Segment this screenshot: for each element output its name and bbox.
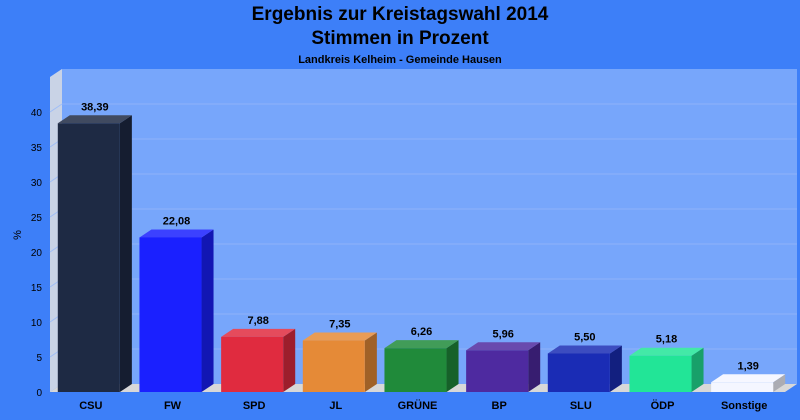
data-label: 7,35 xyxy=(329,319,350,331)
bar-front xyxy=(629,355,692,392)
x-tick-label: JL xyxy=(329,400,342,412)
bar-top xyxy=(384,340,459,349)
bar-SPD xyxy=(221,328,296,392)
y-tick-label: 15 xyxy=(31,283,43,294)
bar-top xyxy=(302,332,377,341)
bar-front xyxy=(221,336,284,392)
bar-Sonstige xyxy=(711,374,786,392)
bar-side xyxy=(528,342,541,392)
x-tick-label: Sonstige xyxy=(721,400,767,412)
bar-front xyxy=(466,350,529,392)
bar-SLU xyxy=(547,345,622,392)
bar-side xyxy=(119,115,132,393)
data-label: 22,08 xyxy=(163,215,191,227)
data-label: 5,96 xyxy=(492,328,513,340)
bar-ÖDP xyxy=(629,347,704,392)
chart-title: Ergebnis zur Kreistagswahl 2014 xyxy=(251,4,549,25)
bar-top xyxy=(221,328,296,337)
bar-side xyxy=(283,328,296,392)
bar-front xyxy=(711,382,774,392)
bar-side xyxy=(201,229,214,392)
bar-top xyxy=(466,342,541,351)
y-axis-label: % xyxy=(12,230,24,240)
bar-front xyxy=(57,123,120,393)
y-tick-label: 35 xyxy=(31,143,43,154)
bar-top xyxy=(711,374,786,383)
chart-title-line2: Stimmen in Prozent xyxy=(311,28,489,49)
gridline-side xyxy=(49,103,63,113)
y-tick-label: 25 xyxy=(31,213,43,224)
bar-GRÜNE xyxy=(384,340,459,392)
bar-top xyxy=(139,229,214,238)
bar-front xyxy=(139,237,202,392)
x-tick-label: SLU xyxy=(570,400,592,412)
bar-top xyxy=(547,345,622,354)
x-tick-label: GRÜNE xyxy=(398,399,438,412)
y-tick-label: 10 xyxy=(31,318,43,329)
data-label: 5,18 xyxy=(656,334,677,346)
bar-front xyxy=(302,340,365,392)
bar-front xyxy=(384,348,447,392)
bar-FW xyxy=(139,229,214,392)
bar-side xyxy=(691,347,704,392)
data-label: 6,26 xyxy=(411,326,432,338)
y-tick-label: 30 xyxy=(31,178,43,189)
data-label: 38,39 xyxy=(81,101,109,113)
x-tick-label: CSU xyxy=(79,400,102,412)
data-label: 5,50 xyxy=(574,332,595,344)
y-tick-label: 20 xyxy=(31,248,43,259)
plot-back-wall xyxy=(50,69,797,392)
bar-side xyxy=(446,340,459,392)
bar-side xyxy=(364,332,377,392)
bar-top xyxy=(629,347,704,356)
data-label: 1,39 xyxy=(737,360,758,372)
x-tick-label: FW xyxy=(164,400,182,412)
data-label: 7,88 xyxy=(247,315,268,327)
bar-CSU xyxy=(57,115,132,393)
y-tick-label: 5 xyxy=(36,353,42,364)
x-tick-label: SPD xyxy=(243,400,266,412)
x-tick-label: BP xyxy=(492,400,507,412)
bar-top xyxy=(57,115,132,124)
bar-JL xyxy=(302,332,377,392)
x-tick-label: ÖDP xyxy=(651,399,675,412)
bar-side xyxy=(609,345,622,392)
y-tick-label: 0 xyxy=(36,388,42,399)
bar-side xyxy=(773,374,786,392)
y-tick-label: 40 xyxy=(31,108,43,119)
bar-BP xyxy=(466,342,541,392)
bar-front xyxy=(547,353,610,392)
chart-subtitle: Landkreis Kelheim - Gemeinde Hausen xyxy=(298,54,502,66)
